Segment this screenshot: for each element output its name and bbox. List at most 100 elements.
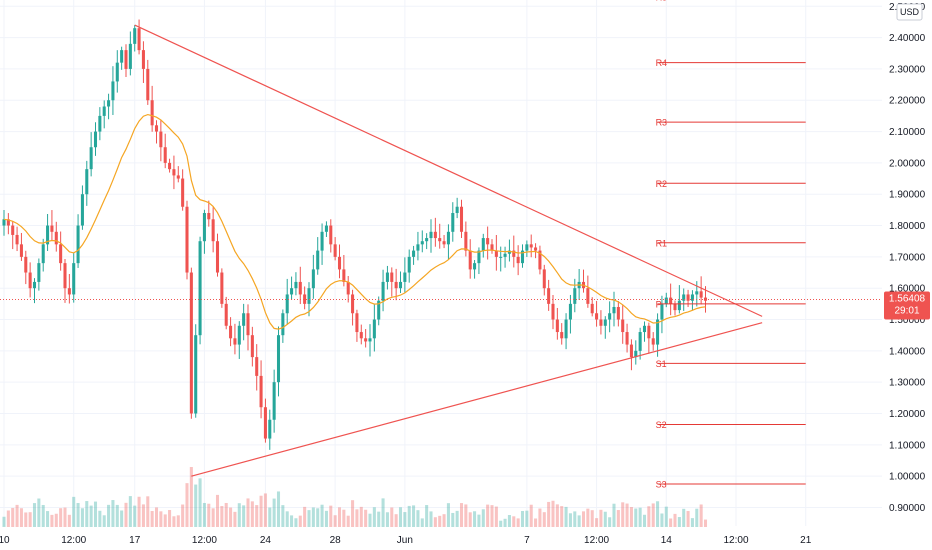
price-tick-label: 0.90000 <box>889 503 926 514</box>
candle-body <box>512 250 516 257</box>
volume-bar <box>542 512 546 527</box>
currency-box[interactable] <box>896 3 923 21</box>
candle-body <box>6 219 10 226</box>
volume-bar <box>372 507 376 527</box>
pivot-label: R2 <box>656 179 668 189</box>
volume-bar <box>560 506 564 527</box>
candle-body <box>446 231 450 245</box>
candle-body <box>316 250 320 270</box>
volume-bar <box>586 508 590 527</box>
time-tick-label: 12:00 <box>192 535 217 546</box>
candle-body <box>154 125 159 132</box>
volume-bar <box>294 518 298 527</box>
volume-bar <box>486 504 490 527</box>
candle-body <box>24 256 28 273</box>
volume-bar <box>690 518 694 527</box>
volume-bar <box>172 516 176 527</box>
volume-bar <box>6 510 10 527</box>
volume-bar <box>407 505 411 527</box>
candle-body <box>233 338 237 345</box>
candle-body <box>59 244 63 264</box>
candle-body <box>494 250 498 257</box>
candle-body <box>298 281 302 295</box>
candle-body <box>416 244 420 251</box>
candle-body <box>202 213 206 242</box>
price-tick-label: 1.80000 <box>889 221 926 232</box>
candle-body <box>259 375 263 408</box>
pivot-levels: R5 R4 R3 R2 R1 P S1 S2 S3 <box>656 0 806 489</box>
candle-body <box>307 288 311 304</box>
volume-bar <box>59 508 63 527</box>
candle-body <box>176 175 180 179</box>
candle-body <box>669 297 673 304</box>
volume-bar <box>564 506 568 527</box>
volume-bar <box>337 507 342 527</box>
volume-bar <box>660 513 664 527</box>
candle-body <box>420 241 424 245</box>
volume-bar <box>281 505 285 527</box>
volume-bar <box>494 506 498 527</box>
volume-bar <box>590 510 594 527</box>
volume-bar <box>516 518 520 527</box>
volume-bar <box>608 517 612 527</box>
candle-body <box>647 325 651 339</box>
candle-body <box>499 256 503 258</box>
candle-body <box>442 241 446 245</box>
candle-body <box>89 147 93 170</box>
candle-body <box>41 244 45 264</box>
candle-body <box>477 250 481 264</box>
price-axis[interactable] <box>882 0 932 550</box>
candle-body <box>638 332 642 351</box>
volume-bar <box>220 506 224 527</box>
volume-bar <box>185 483 189 527</box>
price-tick-label: 1.60000 <box>889 284 926 295</box>
volume-bar <box>24 512 28 527</box>
candle-body <box>342 269 346 282</box>
volume-bar <box>19 508 23 527</box>
candle-body <box>46 225 50 245</box>
volume-bar <box>246 498 250 527</box>
volume-bar <box>290 515 294 527</box>
volume-bar <box>37 498 41 527</box>
candle-body <box>242 313 246 326</box>
candle-body <box>54 231 58 245</box>
candle-body <box>651 338 655 345</box>
volume-bar <box>368 513 372 527</box>
volume-bar <box>181 504 185 527</box>
candle-body <box>37 263 41 282</box>
candle-body <box>590 303 594 314</box>
volume-bar <box>403 512 407 527</box>
volume-bar <box>355 509 359 527</box>
candle-body <box>294 281 298 289</box>
volume-bar <box>329 505 333 527</box>
volume-bar <box>351 500 355 527</box>
pivot-label: R5 <box>656 0 668 2</box>
candles <box>2 19 708 450</box>
volume-bar <box>551 500 555 527</box>
candle-body <box>551 303 555 320</box>
candle-body <box>168 162 172 170</box>
volume-bar <box>276 491 281 527</box>
candle-body <box>568 303 572 320</box>
volume-bar <box>364 509 368 527</box>
time-tick-label: Jun <box>397 535 413 546</box>
candle-body <box>525 244 529 251</box>
candle-body <box>98 115 102 132</box>
volume-bar <box>11 507 15 527</box>
time-tick-label: 12:00 <box>584 535 609 546</box>
candle-body <box>146 68 150 101</box>
volume-bar <box>342 509 346 527</box>
volume-bar <box>111 500 115 527</box>
volume-bar <box>259 495 263 527</box>
candle-body <box>486 238 490 245</box>
volume-bar <box>346 515 350 527</box>
current-price-value: 1.56408 <box>889 293 926 304</box>
candle-body <box>520 250 525 264</box>
candle-body <box>346 281 350 295</box>
volume-bar <box>394 514 398 527</box>
volume-bar <box>699 504 703 527</box>
bar-countdown: 29:01 <box>894 305 919 316</box>
price-tick-label: 1.10000 <box>889 440 926 451</box>
volume-bar <box>85 501 89 527</box>
